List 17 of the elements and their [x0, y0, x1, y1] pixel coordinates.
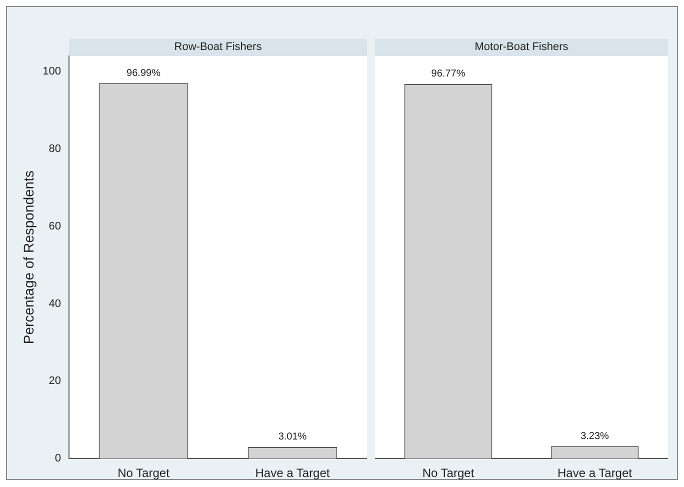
data-label: 96.99% — [126, 68, 161, 79]
y-tick-label: 20 — [48, 375, 61, 388]
y-axis-title: Percentage of Respondents — [20, 170, 36, 344]
data-label: 3.23% — [580, 430, 610, 442]
y-tick-label: 0 — [54, 452, 61, 465]
chart-title: Row-Boat Fishers — [69, 39, 367, 56]
x-tick-label: Have a Target — [558, 466, 633, 480]
y-tick-label: 80 — [48, 142, 61, 155]
y-tick-label: 60 — [48, 220, 61, 232]
data-label: 3.01% — [278, 432, 307, 443]
x-tick-label: No Target — [422, 466, 475, 480]
y-tick-label: 40 — [48, 298, 61, 310]
x-tick-label: No Target — [118, 466, 170, 480]
chart-title: Motor-Boat Fishers — [375, 39, 668, 56]
data-label: 96.77% — [431, 68, 466, 80]
x-tick-label: Have a Target — [255, 466, 330, 480]
y-tick-label: 100 — [42, 66, 61, 78]
